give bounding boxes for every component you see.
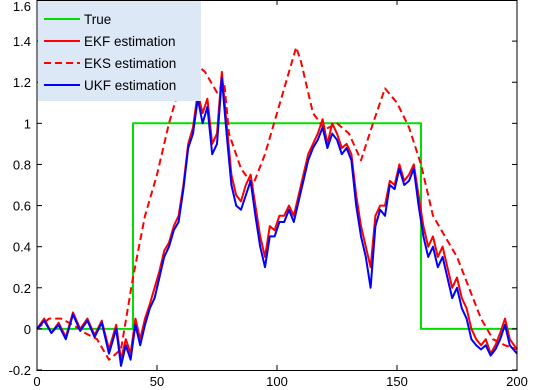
- x-tick-label: 200: [506, 374, 528, 389]
- legend-label: True: [84, 12, 111, 27]
- y-tick-label: 0.4: [13, 240, 31, 255]
- x-tick-label: 150: [386, 374, 408, 389]
- y-tick-label: 0.6: [13, 199, 31, 214]
- x-tick-label: 50: [150, 374, 164, 389]
- legend-label: UKF estimation: [84, 78, 176, 93]
- legend-label: EKS estimation: [84, 56, 176, 71]
- legend: True EKF estimation EKS estimation UKF esti…: [38, 1, 201, 101]
- y-tick-label: 1: [24, 116, 31, 131]
- axes-group: 0 50 100 150 200-0.200.20.40.60.811.21.41.6: [9, 0, 528, 389]
- y-tick-label: -0.2: [9, 363, 31, 378]
- y-tick-label: 1.2: [13, 75, 31, 90]
- y-tick-label: 0.2: [13, 281, 31, 296]
- series-line-ekf-estimation: [36, 70, 518, 361]
- y-tick-label: 1.4: [13, 34, 31, 49]
- y-tick-label: 0: [24, 322, 31, 337]
- y-tick-label: 1.6: [13, 0, 31, 14]
- legend-label: EKF estimation: [84, 34, 176, 49]
- y-tick-label: 0.8: [13, 157, 31, 172]
- series-group: [36, 46, 518, 367]
- x-tick-label: 0: [33, 374, 40, 389]
- series-line-eks-estimation: [36, 46, 518, 361]
- x-tick-label: 100: [266, 374, 288, 389]
- series-line-ukf-estimation: [36, 77, 518, 367]
